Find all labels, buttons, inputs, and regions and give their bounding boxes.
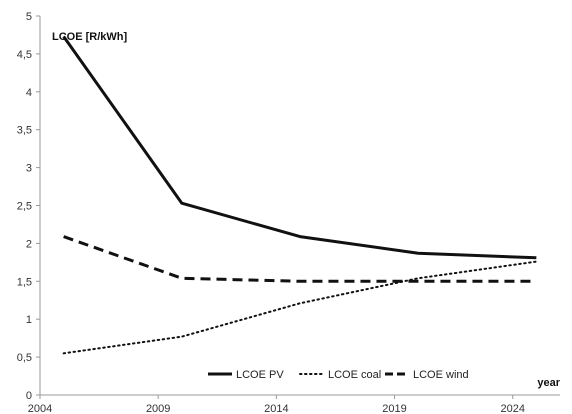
y-tick-label: 0,5 <box>17 352 32 364</box>
y-axis: 0 0,5 1 1,5 2 2,5 3 3,5 4 4,5 5 <box>17 11 41 402</box>
legend-label: LCOE wind <box>413 369 469 381</box>
x-tick-label: 2014 <box>264 403 288 414</box>
x-tick-label: 2024 <box>500 403 524 414</box>
series-line-lcoe-coal <box>62 260 538 355</box>
x-tick-label: 2004 <box>28 403 52 414</box>
x-axis-title: year <box>537 377 560 389</box>
legend-label: LCOE PV <box>236 369 284 381</box>
x-tick-label: 2019 <box>382 403 406 414</box>
x-axis: 2004 2009 2014 2019 2024 <box>28 394 560 414</box>
y-tick-label: 1,5 <box>17 276 32 288</box>
y-tick-label: 4 <box>26 87 32 99</box>
y-tick-label: 1 <box>26 314 32 326</box>
y-tick-label: 4,5 <box>17 49 32 61</box>
y-tick-label: 5 <box>26 11 32 23</box>
series-lines <box>62 35 538 355</box>
series-line-lcoe-wind <box>63 235 537 283</box>
y-tick-label: 0 <box>26 390 32 402</box>
y-tick-label: 2,5 <box>17 201 32 213</box>
y-tick-label: 2 <box>26 238 32 250</box>
legend: LCOE PV LCOE coal LCOE wind <box>208 369 469 381</box>
x-tick-label: 2009 <box>146 403 170 414</box>
legend-label: LCOE coal <box>328 369 381 381</box>
series-line-lcoe-pv <box>62 35 537 260</box>
y-axis-title: LCOE [R/kWh] <box>52 31 127 43</box>
y-tick-label: 3 <box>26 163 32 175</box>
y-tick-label: 3,5 <box>17 125 32 137</box>
